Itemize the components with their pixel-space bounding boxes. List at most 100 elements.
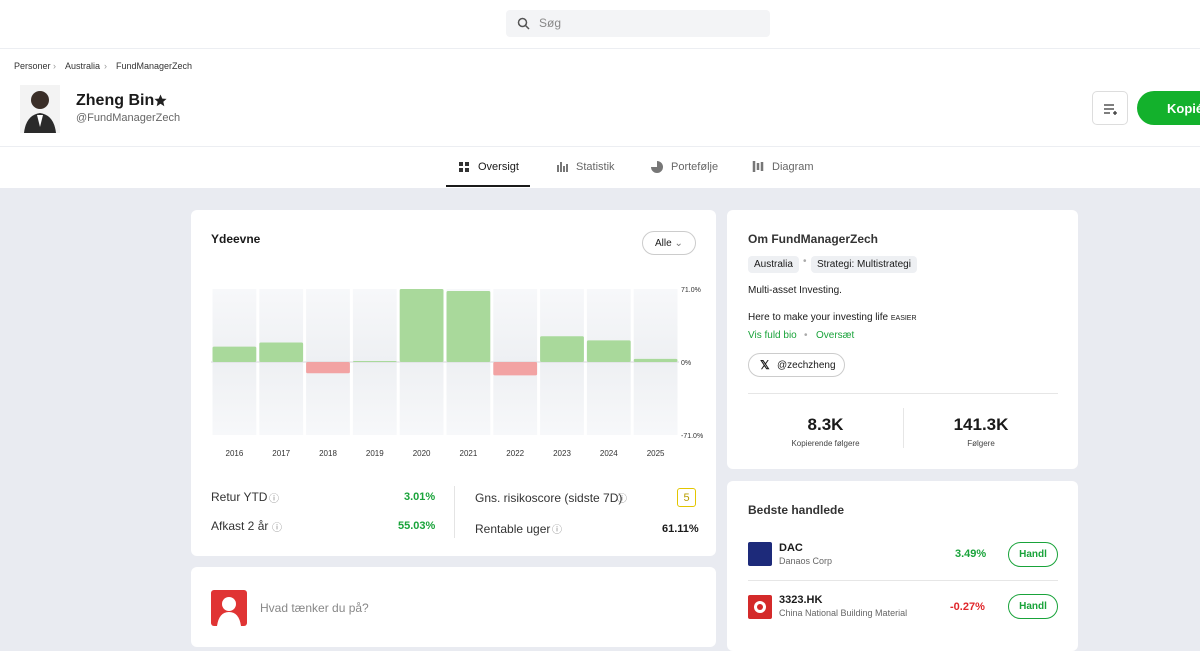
bio-text: Multi-asset Investing.: [748, 285, 842, 296]
bio-small: EASIER: [890, 315, 917, 322]
search-box[interactable]: Søg: [506, 10, 770, 37]
tab-icon: [752, 161, 764, 172]
x-handle: @zechzheng: [777, 360, 836, 371]
breadcrumb-item[interactable]: Personer: [14, 61, 51, 71]
menu-button[interactable]: [1092, 91, 1128, 125]
profile-handle: @FundManagerZech: [76, 112, 181, 124]
bio-line: Here to make your investing life: [748, 312, 889, 323]
stat-value: 61.11%: [662, 523, 699, 535]
divider: [0, 48, 1200, 49]
x-tick-label: 2022: [506, 449, 524, 458]
tag: Strategi: Multistrategi: [811, 256, 917, 273]
divider: [903, 408, 904, 448]
tab-icon: [651, 161, 663, 173]
bar: [306, 362, 350, 374]
bar: [586, 340, 631, 362]
about-card: [727, 210, 1078, 469]
x-tick-label: 2024: [600, 449, 618, 458]
bar: [259, 342, 304, 362]
separator: ›: [104, 61, 107, 71]
stat-label: Rentable uger: [475, 522, 551, 536]
x-tick-label: 2016: [226, 449, 244, 458]
instrument-symbol[interactable]: 3323.HK: [779, 594, 823, 606]
x-icon: 𝕏: [760, 358, 770, 372]
instrument-logo: [748, 542, 772, 566]
stat-value: 55.03%: [398, 520, 436, 532]
tab[interactable]: Diagram: [772, 161, 814, 173]
stat-value: 3.01%: [404, 491, 436, 503]
card-title: Ydeevne: [211, 232, 261, 246]
tab[interactable]: Oversigt: [478, 161, 519, 173]
bar: [446, 291, 491, 362]
y-tick-label: 0%: [681, 360, 691, 367]
post-input[interactable]: Hvad tænker du på?: [260, 601, 369, 615]
tag: Australia: [748, 256, 799, 273]
copiers-value: 8.3K: [807, 415, 844, 434]
followers-label: Følgere: [967, 439, 995, 448]
risk-score: 5: [677, 488, 696, 507]
x-tick-label: 2025: [647, 449, 665, 458]
period-select[interactable]: Alle ⌄: [642, 231, 696, 255]
divider: [748, 580, 1058, 581]
bar: [212, 346, 257, 362]
x-link[interactable]: 𝕏 @zechzheng: [748, 353, 845, 377]
bar: [633, 358, 678, 362]
x-tick-label: 2023: [553, 449, 571, 458]
instrument-symbol[interactable]: DAC: [779, 542, 803, 554]
divider: [454, 486, 455, 538]
copiers-label: Kopierende følgere: [791, 439, 860, 448]
tab-icon: [459, 162, 469, 172]
period-label: Alle: [655, 238, 672, 249]
info-icon[interactable]: ⓘ: [269, 494, 279, 505]
profile-name: Zheng Bin: [76, 92, 155, 109]
instrument-name: Danaos Corp: [779, 556, 833, 566]
card-title: Om FundManagerZech: [748, 232, 879, 246]
bar: [399, 289, 444, 362]
tab[interactable]: Portefølje: [671, 161, 719, 173]
stat-label: Retur YTD: [211, 490, 268, 504]
bar: [540, 336, 584, 362]
y-tick-label: 71.0%: [681, 287, 701, 294]
y-tick-label: -71.0%: [681, 433, 703, 440]
info-icon[interactable]: ⓘ: [552, 525, 562, 536]
bar: [493, 362, 538, 376]
avatar: [20, 85, 60, 133]
trade-button[interactable]: Handl: [1008, 542, 1058, 567]
bio-text: Here to make your investing life EASIER: [748, 312, 917, 323]
copy-button[interactable]: Kopiér: [1137, 91, 1200, 125]
search-placeholder: Søg: [539, 16, 562, 30]
instrument-name: China National Building Material: [779, 608, 908, 618]
star-icon[interactable]: [154, 94, 167, 107]
separator: •: [803, 256, 807, 267]
trade-button[interactable]: Handl: [1008, 594, 1058, 619]
translate-link[interactable]: Oversæt: [816, 330, 855, 341]
tab-underline: [446, 185, 530, 187]
menu-icon: [1104, 104, 1117, 115]
bar: [352, 360, 397, 362]
separator: •: [804, 330, 808, 341]
instrument-change: -0.27%: [950, 601, 985, 613]
breadcrumb-item[interactable]: Australia: [65, 61, 101, 71]
x-tick-label: 2019: [366, 449, 384, 458]
performance-chart: 71.0% 0% -71.0% 2016 2017 2018 2019 2020 2021 202…: [211, 287, 703, 458]
tab[interactable]: Statistik: [576, 161, 615, 173]
x-tick-label: 2020: [413, 449, 431, 458]
info-icon[interactable]: ⓘ: [617, 494, 627, 505]
x-tick-label: 2021: [460, 449, 478, 458]
separator: ›: [53, 61, 56, 71]
divider: [0, 146, 1200, 147]
card-title: Bedste handlede: [748, 503, 845, 517]
stat-label: Afkast 2 år: [211, 519, 269, 533]
search-icon: [517, 17, 530, 30]
instrument-change: 3.49%: [955, 548, 987, 560]
stat-label: Gns. risikoscore (sidste 7D): [475, 491, 623, 505]
x-tick-label: 2017: [272, 449, 290, 458]
show-bio-link[interactable]: Vis fuld bio: [748, 330, 797, 341]
breadcrumb-item[interactable]: FundManagerZech: [116, 61, 193, 71]
instrument-logo: [748, 595, 772, 619]
info-icon[interactable]: ⓘ: [272, 523, 282, 534]
user-avatar: [211, 590, 247, 626]
followers-value: 141.3K: [953, 415, 1009, 434]
divider: [748, 393, 1058, 394]
